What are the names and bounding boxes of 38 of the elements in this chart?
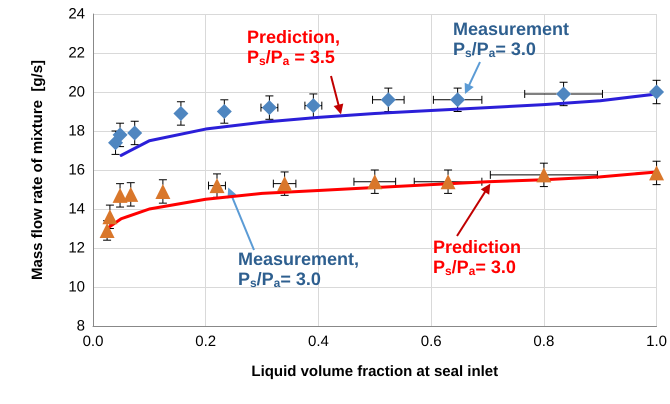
x-tick-label: 1.0 <box>646 333 668 350</box>
point <box>100 222 115 238</box>
point <box>277 176 292 192</box>
point <box>380 92 396 108</box>
point <box>112 127 128 142</box>
point <box>306 98 321 114</box>
point <box>209 178 224 194</box>
point <box>155 184 170 199</box>
point <box>536 167 552 182</box>
y-tick-label: 14 <box>68 200 85 218</box>
point <box>649 84 664 100</box>
point <box>123 186 138 202</box>
point <box>450 92 466 108</box>
point <box>262 100 277 116</box>
point <box>649 165 664 180</box>
point <box>173 106 188 121</box>
point <box>367 174 382 190</box>
y-axis-title: Mass flow rate of mixture [g/s] <box>29 60 46 280</box>
point <box>556 86 572 102</box>
y-tick-label: 24 <box>68 6 85 22</box>
y-tick-label: 18 <box>68 122 85 140</box>
y-tick-label: 8 <box>76 318 85 334</box>
x-tick-label: 0.0 <box>82 333 104 350</box>
y-tick-label: 20 <box>68 84 85 100</box>
y-tick-label: 22 <box>68 44 85 62</box>
point <box>440 174 456 190</box>
point <box>216 104 232 119</box>
point <box>127 125 142 140</box>
point <box>112 188 128 203</box>
y-tick-label: 16 <box>68 162 85 178</box>
y-tick-label: 10 <box>68 278 85 296</box>
x-tick-label: 0.6 <box>420 333 442 350</box>
x-tick-label: 0.8 <box>533 333 554 350</box>
x-tick-label: 0.2 <box>195 333 216 350</box>
x-tick-label: 0.4 <box>308 333 329 350</box>
x-axis-title: Liquid volume fraction at seal inlet <box>251 363 498 380</box>
y-tick-label: 12 <box>68 240 85 256</box>
point <box>102 209 118 224</box>
